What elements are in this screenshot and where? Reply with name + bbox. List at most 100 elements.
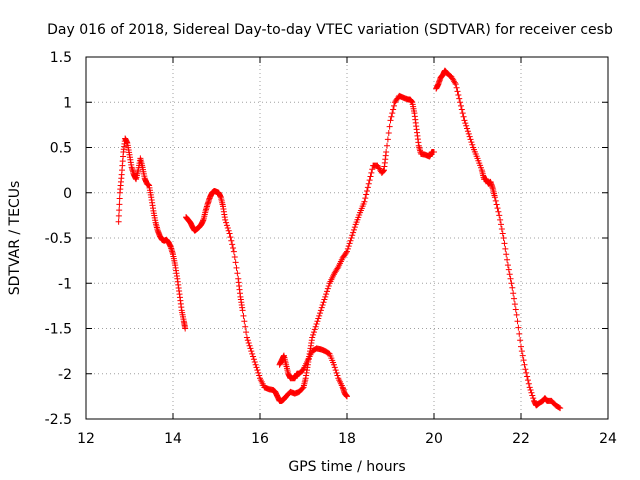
- data-point: [504, 256, 511, 263]
- data-point: [241, 318, 248, 325]
- data-point: [521, 361, 528, 368]
- data-point: [250, 356, 257, 363]
- data-point: [309, 334, 316, 341]
- data-point: [493, 201, 500, 208]
- data-point: [504, 262, 511, 269]
- x-tick-labels: 12 14 16 18 20 22 24: [77, 431, 617, 447]
- data-point: [333, 369, 340, 376]
- data-point: [501, 240, 508, 247]
- data-point: [346, 240, 353, 247]
- grid-lines: [86, 57, 608, 419]
- data-point: [334, 372, 341, 379]
- data-point: [316, 312, 323, 319]
- x-tick-label: 16: [251, 431, 269, 447]
- data-point: [229, 241, 236, 248]
- data-point: [248, 348, 255, 355]
- x-tick-label: 22: [512, 431, 530, 447]
- data-point: [344, 393, 350, 400]
- data-point: [497, 221, 504, 228]
- y-tick-label: -1.5: [45, 322, 72, 338]
- data-point: [468, 139, 475, 146]
- data-point: [331, 364, 338, 371]
- data-point: [526, 384, 533, 391]
- data-point: [524, 377, 531, 384]
- data-point: [497, 216, 504, 223]
- y-tick-label: 1.5: [50, 50, 72, 66]
- data-point: [469, 141, 476, 148]
- data-point: [492, 197, 499, 204]
- data-point: [231, 254, 238, 261]
- data-point: [369, 166, 376, 173]
- data-point: [503, 251, 510, 258]
- data-point: [234, 270, 241, 277]
- data-point: [522, 366, 529, 373]
- data-point: [530, 395, 537, 402]
- data-point: [230, 248, 237, 255]
- data-point: [243, 334, 250, 341]
- data-point: [506, 271, 513, 278]
- data-point: [228, 237, 235, 244]
- data-point: [457, 102, 464, 109]
- data-point: [453, 84, 460, 91]
- data-point: [451, 79, 458, 86]
- data-point: [516, 330, 523, 337]
- data-point: [460, 113, 467, 120]
- data-point: [527, 387, 534, 394]
- data-point: [364, 184, 371, 191]
- data-point: [461, 117, 468, 124]
- data-point: [226, 230, 233, 237]
- data-point: [317, 310, 324, 317]
- data-point: [323, 288, 330, 295]
- data-point: [466, 133, 473, 140]
- chart-title: Day 016 of 2018, Sidereal Day-to-day VTE…: [47, 22, 613, 38]
- data-point: [182, 325, 189, 332]
- data-point: [322, 293, 329, 300]
- data-point: [517, 337, 524, 344]
- data-point: [348, 235, 355, 241]
- data-point: [519, 352, 526, 359]
- data-point: [518, 343, 524, 350]
- data-point: [495, 208, 502, 215]
- data-point: [459, 110, 466, 117]
- data-point: [386, 123, 393, 130]
- data-point: [244, 337, 251, 344]
- data-point: [507, 275, 514, 282]
- data-point: [314, 318, 321, 325]
- data-point: [350, 226, 357, 233]
- data-point: [239, 307, 246, 314]
- data-point: [367, 173, 374, 180]
- data-point: [343, 249, 350, 256]
- data-point: [315, 315, 322, 322]
- data-point: [496, 212, 503, 219]
- data-point: [332, 367, 339, 374]
- y-tick-label: 0.5: [50, 141, 72, 157]
- data-point: [465, 130, 472, 137]
- data-point: [518, 348, 525, 355]
- data-point: [364, 187, 371, 194]
- data-point: [500, 235, 507, 241]
- data-point: [320, 299, 327, 306]
- data-point: [383, 149, 390, 156]
- data-point: [511, 295, 518, 302]
- data-point: [463, 122, 470, 129]
- data-point: [511, 301, 518, 308]
- data-point: [508, 280, 515, 287]
- data-point: [351, 224, 358, 231]
- data-point: [385, 130, 392, 137]
- data-point: [520, 357, 527, 364]
- y-tick-label: -1: [58, 276, 72, 292]
- data-point: [347, 237, 354, 244]
- data-point: [310, 331, 317, 338]
- data-point: [529, 392, 536, 399]
- data-point: [556, 404, 563, 411]
- data-point: [318, 304, 325, 311]
- data-point: [256, 372, 263, 379]
- data-point: [115, 212, 122, 219]
- data-point: [232, 259, 239, 266]
- x-tick-label: 12: [77, 431, 95, 447]
- data-point: [390, 106, 397, 113]
- data-point: [491, 194, 498, 201]
- data-point: [330, 361, 337, 368]
- data-point: [524, 373, 531, 380]
